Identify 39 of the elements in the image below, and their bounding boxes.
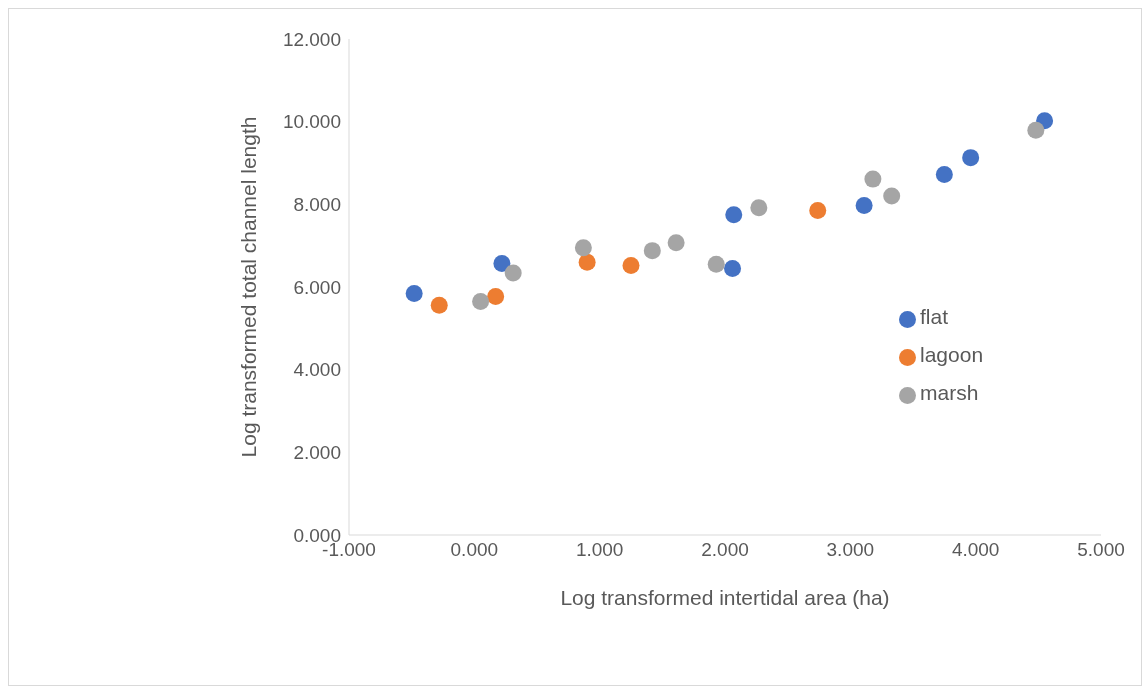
y-tick-label: 8.000: [293, 194, 341, 216]
point: [487, 288, 505, 306]
point: [883, 187, 901, 205]
point: [578, 253, 596, 271]
point: [493, 254, 511, 272]
x-tick-label: 0.000: [450, 539, 499, 561]
y-tick-label: 6.000: [293, 276, 341, 298]
point: [750, 199, 768, 217]
point: [405, 285, 423, 303]
point: [643, 242, 661, 260]
point: [855, 197, 873, 215]
legend-label: marsh: [920, 381, 979, 404]
legend-label: lagoon: [920, 343, 984, 366]
x-tick-label: 1.000: [575, 539, 624, 561]
point: [472, 292, 490, 310]
point: [935, 166, 953, 184]
point: [622, 257, 640, 275]
point: [725, 206, 743, 224]
legend-label: flat: [920, 305, 949, 328]
point: [809, 202, 827, 220]
point: [1027, 121, 1045, 139]
y-tick-label: 10.000: [282, 111, 341, 133]
point: [430, 296, 448, 314]
x-axis-title: Log transformed intertidal area (ha): [560, 586, 890, 609]
x-tick-label: 3.000: [826, 539, 875, 561]
y-tick-label: 12.000: [282, 28, 341, 50]
point: [707, 255, 725, 273]
point: [667, 234, 685, 252]
point: [864, 170, 882, 188]
y-tick-label: 4.000: [293, 359, 341, 381]
y-axis-title: Log transformed total channel length: [237, 116, 261, 458]
y-tick-label: 2.000: [293, 442, 341, 464]
point: [724, 259, 742, 277]
x-tick-label: 5.000: [1077, 539, 1125, 561]
point: [574, 239, 592, 257]
point: [504, 264, 522, 282]
x-tick-label: 4.000: [951, 539, 1000, 561]
x-tick-label: 2.000: [701, 539, 749, 561]
point: [962, 149, 980, 167]
